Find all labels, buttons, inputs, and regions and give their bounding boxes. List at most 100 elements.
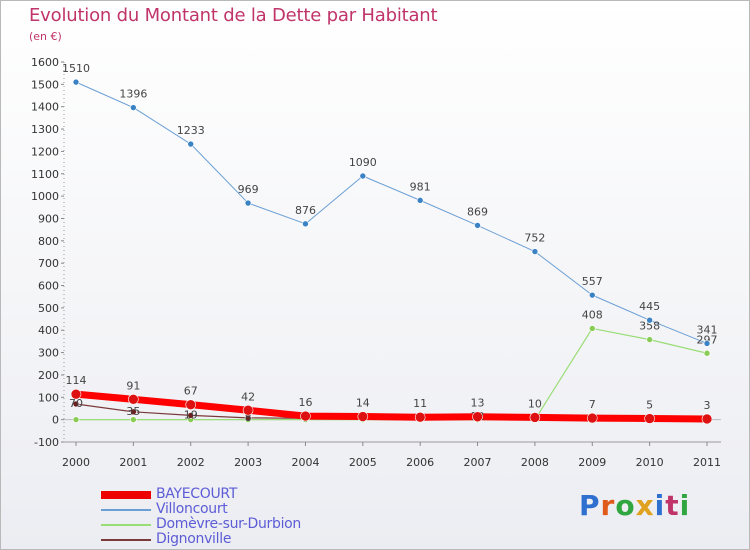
logo-letter: i — [679, 489, 691, 522]
y-tick-label: 800 — [38, 235, 59, 248]
data-point — [357, 411, 369, 422]
y-tick-label: 900 — [38, 212, 59, 225]
data-point — [70, 388, 82, 400]
data-point — [128, 394, 139, 405]
y-tick-label: 0 — [52, 414, 59, 427]
data-label: 341 — [697, 323, 718, 336]
data-point — [416, 197, 424, 204]
series-line-0 — [75, 390, 708, 423]
data-point — [300, 410, 311, 422]
data-point — [646, 316, 653, 324]
data-point — [588, 291, 596, 299]
x-tick-label: 2007 — [464, 456, 492, 469]
y-tick-label: 700 — [38, 257, 59, 270]
data-label: 1233 — [177, 124, 205, 137]
data-point — [130, 416, 137, 423]
data-label: 557 — [582, 275, 603, 288]
data-label: 16 — [298, 396, 312, 409]
data-point — [72, 78, 80, 86]
legend-label: Domèvre-sur-Durbion — [156, 516, 301, 532]
data-label: 91 — [126, 379, 140, 392]
data-point — [130, 408, 137, 416]
data-point — [529, 412, 541, 423]
y-tick-label: 100 — [38, 391, 59, 404]
y-tick-label: 1500 — [31, 78, 59, 91]
x-tick-label: 2006 — [406, 456, 434, 469]
data-point — [474, 222, 481, 229]
legend-label: BAYECOURT — [156, 486, 238, 502]
y-tick-label: 1600 — [31, 56, 59, 69]
y-tick-label: 400 — [38, 324, 59, 337]
logo-letter: t — [665, 489, 680, 522]
data-label: 8 — [245, 411, 252, 424]
data-point — [703, 340, 711, 347]
data-label: 11 — [413, 397, 427, 410]
legend-swatch — [101, 539, 151, 541]
data-label: 1396 — [119, 88, 147, 101]
data-label: 42 — [241, 390, 255, 403]
data-point — [187, 412, 195, 419]
x-tick-label: 2004 — [291, 456, 319, 469]
data-point — [244, 199, 252, 207]
data-label: 1090 — [349, 156, 377, 169]
logo-letter: o — [615, 489, 636, 522]
legend-swatch — [101, 509, 151, 511]
chart-title: Evolution du Montant de la Dette par Hab… — [29, 5, 438, 26]
data-label: 869 — [467, 205, 488, 218]
y-tick-label: 1400 — [31, 101, 59, 114]
data-point — [586, 412, 598, 424]
line-chart: -100 0 100 200 300 400 500 600 700 800 900 1000 1100… — [31, 56, 721, 469]
x-tick-label: 2008 — [521, 456, 549, 469]
logo-letter: r — [600, 489, 616, 522]
data-label: 70 — [69, 397, 83, 410]
y-tick-label: 1200 — [31, 145, 59, 158]
data-label: 5 — [646, 399, 653, 412]
data-point — [302, 220, 309, 228]
data-point — [588, 325, 596, 332]
data-label: 67 — [184, 385, 198, 398]
data-point — [531, 248, 539, 255]
data-point — [72, 400, 80, 408]
data-label: 3 — [704, 399, 711, 412]
x-tick-label: 2002 — [177, 456, 205, 469]
y-tick-label: 1100 — [31, 168, 59, 181]
data-point — [72, 416, 80, 423]
logo-letter: P — [579, 489, 601, 522]
x-tick-label: 2005 — [349, 456, 377, 469]
data-point — [703, 349, 711, 357]
y-tick-label: 300 — [38, 347, 59, 360]
unit-label: (en €) — [29, 30, 62, 43]
data-label: 981 — [410, 180, 431, 193]
y-tick-label: 600 — [38, 280, 59, 293]
data-point — [644, 413, 655, 424]
data-point — [701, 413, 713, 425]
data-label: 114 — [66, 374, 87, 387]
data-label: 876 — [295, 204, 316, 217]
data-label: 408 — [582, 308, 603, 321]
data-point — [414, 411, 426, 423]
y-tick-label: -100 — [34, 436, 59, 449]
data-label: 14 — [356, 397, 370, 410]
data-label: 445 — [639, 300, 660, 313]
logo-letter: i — [654, 489, 666, 522]
legend-swatch — [101, 491, 151, 499]
data-label: 752 — [524, 232, 545, 245]
data-label: 7 — [589, 398, 596, 411]
y-tick-label: 1300 — [31, 123, 59, 136]
y-tick-label: 200 — [38, 369, 59, 382]
data-point — [187, 140, 195, 148]
x-tick-label: 2003 — [234, 456, 262, 469]
data-label: 297 — [697, 333, 718, 346]
data-point — [185, 399, 197, 410]
data-point — [242, 404, 254, 416]
data-label: 358 — [639, 320, 660, 333]
data-point — [130, 104, 137, 111]
data-point — [359, 172, 367, 180]
data-label: 35 — [126, 405, 140, 418]
x-tick-label: 2000 — [62, 456, 90, 469]
data-label: 13 — [471, 397, 485, 410]
data-label: 10 — [528, 397, 542, 410]
y-tick-label: 500 — [38, 302, 59, 315]
logo-letter: x — [635, 489, 655, 522]
